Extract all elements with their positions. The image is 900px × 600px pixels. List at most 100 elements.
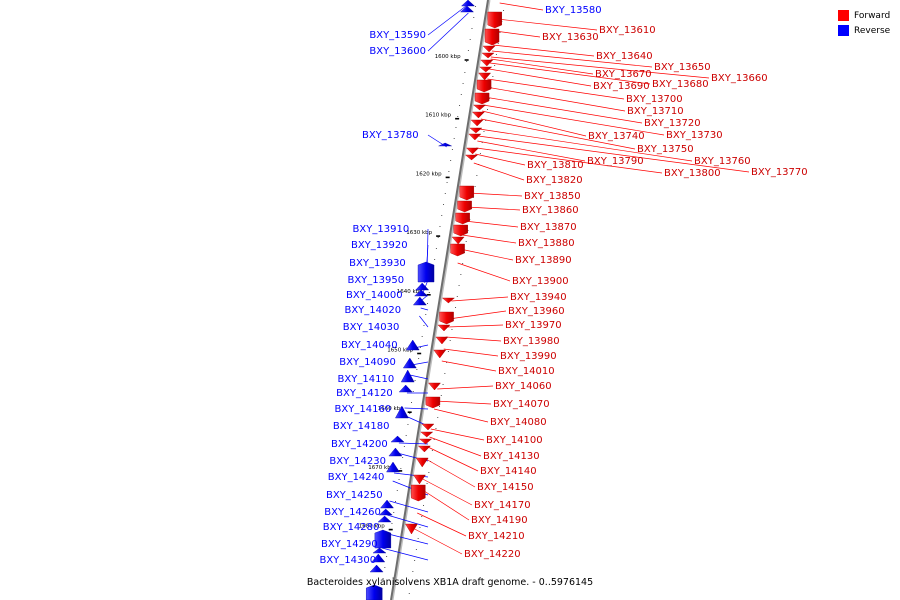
forward-gene-label[interactable]: BXY_13770 <box>751 167 808 178</box>
reverse-gene-arrow[interactable] <box>395 405 409 419</box>
forward-gene-label[interactable]: BXY_14150 <box>477 482 534 493</box>
forward-gene-label[interactable]: BXY_13580 <box>545 5 602 16</box>
forward-gene-label[interactable]: BXY_13820 <box>526 175 583 186</box>
reverse-gene-arrow[interactable] <box>386 461 400 473</box>
forward-gene-label[interactable]: BXY_14220 <box>464 549 521 560</box>
reverse-gene-label[interactable]: BXY_14250 <box>326 490 383 501</box>
forward-gene-label[interactable]: BXY_13650 <box>654 62 711 73</box>
forward-gene-label[interactable]: BXY_13890 <box>515 255 572 266</box>
forward-gene-arrow[interactable] <box>405 523 418 535</box>
reverse-gene-label[interactable]: BXY_14180 <box>333 421 390 432</box>
forward-gene-label[interactable]: BXY_13720 <box>644 118 701 129</box>
forward-gene-arrow[interactable] <box>482 45 496 53</box>
reverse-gene-label[interactable]: BXY_14110 <box>338 374 395 385</box>
forward-gene-arrow[interactable] <box>420 431 434 438</box>
forward-gene-arrow[interactable] <box>479 66 493 73</box>
reverse-gene-arrow[interactable] <box>377 515 392 523</box>
reverse-gene-arrow[interactable] <box>378 508 393 516</box>
forward-gene-label[interactable]: BXY_13710 <box>627 106 684 117</box>
forward-gene-label[interactable]: BXY_14070 <box>493 399 550 410</box>
reverse-gene-arrow[interactable] <box>438 142 452 147</box>
forward-gene-arrow[interactable] <box>415 457 429 468</box>
forward-gene-arrow[interactable] <box>471 111 485 119</box>
forward-gene-label[interactable]: BXY_14170 <box>474 500 531 511</box>
forward-gene-label[interactable]: BXY_13880 <box>518 238 575 249</box>
reverse-gene-label[interactable]: BXY_14120 <box>336 388 393 399</box>
reverse-gene-label[interactable]: BXY_14240 <box>328 472 385 483</box>
forward-gene-arrow[interactable] <box>464 154 479 161</box>
reverse-gene-label[interactable]: BXY_14300 <box>319 555 376 566</box>
forward-gene-label[interactable]: BXY_13870 <box>520 222 577 233</box>
reverse-gene-arrow[interactable] <box>398 384 413 393</box>
forward-gene-label[interactable]: BXY_13660 <box>711 73 768 84</box>
reverse-gene-label[interactable]: BXY_13600 <box>369 46 426 57</box>
forward-gene-arrow[interactable] <box>470 119 484 127</box>
forward-gene-label[interactable]: BXY_14210 <box>468 531 525 542</box>
reverse-gene-arrow[interactable] <box>417 261 435 283</box>
reverse-gene-label[interactable]: BXY_14040 <box>341 340 398 351</box>
reverse-gene-arrow[interactable] <box>412 296 427 306</box>
forward-gene-arrow[interactable] <box>478 72 492 81</box>
reverse-gene-label[interactable]: BXY_14260 <box>324 507 381 518</box>
reverse-gene-label[interactable]: BXY_14000 <box>346 290 403 301</box>
forward-gene-arrow[interactable] <box>435 336 449 345</box>
forward-gene-arrow[interactable] <box>466 147 480 155</box>
reverse-gene-arrow[interactable] <box>390 435 405 443</box>
reverse-gene-arrow[interactable] <box>366 584 383 600</box>
reverse-gene-label[interactable]: BXY_13910 <box>353 224 410 235</box>
forward-gene-label[interactable]: BXY_13670 <box>595 69 652 80</box>
forward-gene-label[interactable]: BXY_13800 <box>664 168 721 179</box>
forward-gene-label[interactable]: BXY_14080 <box>490 417 547 428</box>
forward-gene-label[interactable]: BXY_13810 <box>527 160 584 171</box>
forward-gene-label[interactable]: BXY_13690 <box>593 81 650 92</box>
reverse-gene-label[interactable]: BXY_14290 <box>321 539 378 550</box>
reverse-gene-label[interactable]: BXY_13920 <box>351 240 408 251</box>
forward-gene-label[interactable]: BXY_13640 <box>596 51 653 62</box>
reverse-gene-arrow[interactable] <box>371 553 386 563</box>
reverse-gene-arrow[interactable] <box>402 357 417 369</box>
forward-gene-arrow[interactable] <box>474 92 490 105</box>
reverse-gene-label[interactable]: BXY_13780 <box>362 130 419 141</box>
forward-gene-arrow[interactable] <box>425 396 441 409</box>
forward-gene-label[interactable]: BXY_13860 <box>522 205 579 216</box>
forward-gene-arrow[interactable] <box>487 11 502 29</box>
forward-gene-label[interactable]: BXY_13980 <box>503 336 560 347</box>
forward-gene-label[interactable]: BXY_14140 <box>480 466 537 477</box>
reverse-gene-label[interactable]: BXY_14020 <box>344 305 401 316</box>
reverse-gene-label[interactable]: BXY_14230 <box>329 456 386 467</box>
forward-gene-arrow[interactable] <box>433 349 447 359</box>
forward-gene-arrow[interactable] <box>459 185 474 201</box>
reverse-gene-arrow[interactable] <box>461 0 476 7</box>
forward-gene-label[interactable]: BXY_13850 <box>524 191 581 202</box>
reverse-gene-label[interactable]: BXY_13950 <box>347 275 404 286</box>
reverse-gene-arrow[interactable] <box>405 339 420 351</box>
reverse-gene-label[interactable]: BXY_14090 <box>339 357 396 368</box>
forward-gene-label[interactable]: BXY_14060 <box>495 381 552 392</box>
forward-gene-arrow[interactable] <box>439 311 454 325</box>
forward-gene-label[interactable]: BXY_14130 <box>483 451 540 462</box>
forward-gene-label[interactable]: BXY_14010 <box>498 366 555 377</box>
forward-gene-label[interactable]: BXY_13960 <box>508 306 565 317</box>
forward-gene-label[interactable]: BXY_13610 <box>599 25 656 36</box>
forward-gene-label[interactable]: BXY_13760 <box>694 156 751 167</box>
forward-gene-label[interactable]: BXY_13970 <box>505 320 562 331</box>
forward-gene-label[interactable]: BXY_14100 <box>486 435 543 446</box>
reverse-gene-label[interactable]: BXY_14200 <box>331 439 388 450</box>
forward-gene-arrow[interactable] <box>476 79 492 93</box>
forward-gene-arrow[interactable] <box>417 445 431 453</box>
forward-gene-label[interactable]: BXY_13700 <box>626 94 683 105</box>
reverse-gene-arrow[interactable] <box>369 564 384 573</box>
forward-gene-arrow[interactable] <box>437 324 451 332</box>
reverse-gene-arrow[interactable] <box>415 282 430 291</box>
forward-gene-label[interactable]: BXY_13680 <box>652 79 709 90</box>
reverse-gene-arrow[interactable] <box>374 529 392 549</box>
forward-gene-label[interactable]: BXY_13990 <box>500 351 557 362</box>
reverse-gene-label[interactable]: BXY_13930 <box>349 258 406 269</box>
reverse-gene-arrow[interactable] <box>372 547 387 554</box>
reverse-gene-arrow[interactable] <box>460 5 475 13</box>
forward-gene-arrow[interactable] <box>421 423 435 431</box>
forward-gene-arrow[interactable] <box>428 382 441 391</box>
forward-gene-label[interactable]: BXY_13630 <box>542 32 599 43</box>
forward-gene-label[interactable]: BXY_13730 <box>666 130 723 141</box>
forward-gene-label[interactable]: BXY_14190 <box>471 515 528 526</box>
